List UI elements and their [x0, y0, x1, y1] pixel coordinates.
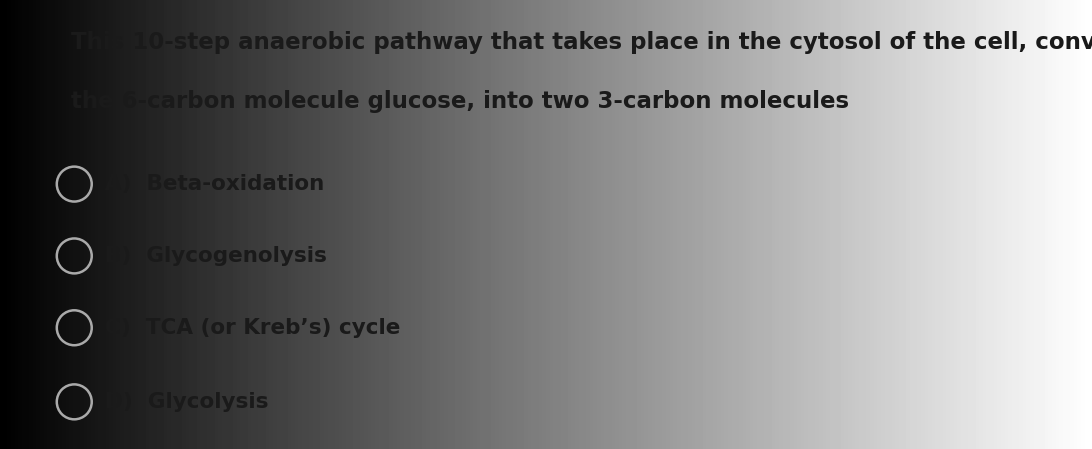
Text: B)  Glycogenolysis: B) Glycogenolysis	[105, 246, 327, 266]
Text: D)  Glycolysis: D) Glycolysis	[105, 392, 269, 412]
Text: C)  TCA (or Kreb’s) cycle: C) TCA (or Kreb’s) cycle	[105, 318, 400, 338]
Text: the 6-carbon molecule glucose, into two 3-carbon molecules: the 6-carbon molecule glucose, into two …	[71, 90, 850, 113]
Text: A)  Beta-oxidation: A) Beta-oxidation	[105, 174, 324, 194]
Text: This 10-step anaerobic pathway that takes place in the cytosol of the cell, conv: This 10-step anaerobic pathway that take…	[71, 31, 1092, 54]
